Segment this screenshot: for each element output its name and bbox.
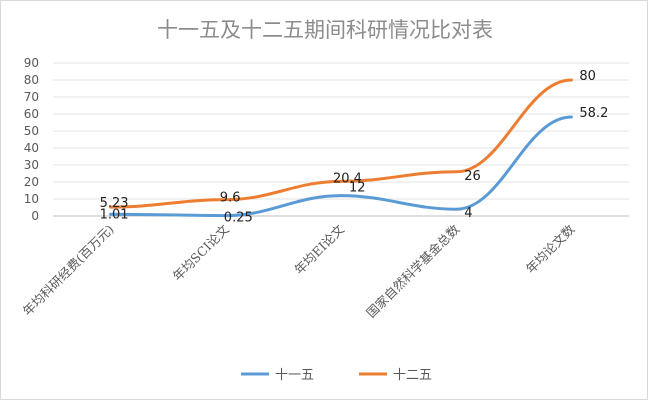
- x-tick-label: 国家自然科学基金总数: [363, 221, 462, 320]
- y-axis: 0 10 20 30 40 50 60 70 80 90: [24, 56, 39, 223]
- data-label: 5.23: [100, 196, 129, 211]
- y-tick-label: 50: [24, 124, 39, 138]
- chart-title: 十一五及十二五期间科研情况比对表: [157, 18, 493, 42]
- data-label: 20.4: [333, 171, 362, 186]
- y-tick-label: 90: [24, 56, 39, 70]
- y-tick-label: 30: [24, 158, 39, 172]
- data-label: 4: [464, 206, 472, 221]
- data-label: 1.01: [100, 207, 129, 222]
- data-label: 9.6: [220, 191, 241, 206]
- legend-label: 十二五: [393, 368, 432, 383]
- data-labels: 1.01 0.25 12 4 58.2 5.23 9.6 20.4 26 80: [100, 69, 609, 226]
- y-tick-label: 70: [24, 90, 39, 104]
- x-tick-label: 年均科研经费(百万元): [20, 222, 117, 319]
- y-tick-label: 0: [31, 209, 39, 223]
- y-tick-label: 10: [24, 192, 39, 206]
- legend: 十一五 十二五: [241, 368, 432, 383]
- data-label: 80: [579, 69, 596, 84]
- x-tick-label: 年均EI论文: [291, 221, 347, 277]
- legend-label: 十一五: [275, 368, 314, 383]
- series-line-1: [109, 115, 573, 218]
- series-line-2: [109, 78, 573, 209]
- x-tick-label: 年均论文数: [523, 221, 578, 276]
- x-axis: 年均科研经费(百万元) 年均SCI论文 年均EI论文 国家自然科学基金总数 年均论文数: [20, 221, 578, 320]
- data-label: 12: [349, 181, 366, 196]
- y-tick-label: 80: [24, 73, 39, 87]
- y-tick-label: 20: [24, 175, 39, 189]
- series-lines: [109, 78, 573, 218]
- data-label: 26: [464, 169, 481, 184]
- data-label: 0.25: [224, 211, 253, 226]
- x-tick-label: 年均SCI论文: [170, 221, 233, 284]
- gridlines: [53, 62, 629, 217]
- data-label: 58.2: [579, 106, 608, 121]
- y-tick-label: 60: [24, 107, 39, 121]
- y-tick-label: 40: [24, 141, 39, 155]
